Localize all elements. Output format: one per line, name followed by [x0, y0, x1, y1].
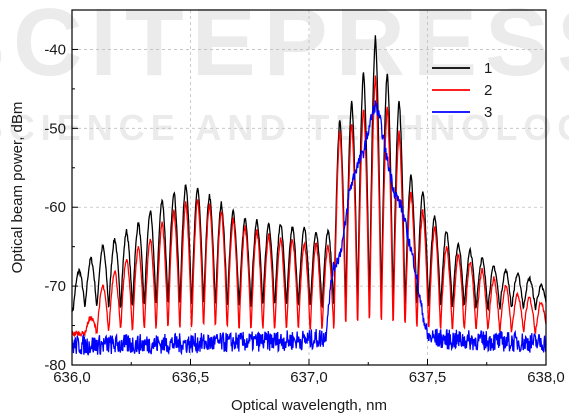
series-layer: [71, 35, 547, 356]
legend: 1 2 3: [432, 60, 492, 121]
y-axis-title: Optical beam power, dBm: [9, 102, 26, 274]
series-line-2: [71, 75, 547, 338]
y-tick-label: -80: [44, 357, 66, 374]
x-tick-label: 637,0: [290, 369, 328, 386]
x-tick-label: 638,0: [527, 369, 565, 386]
series-line-1: [71, 35, 547, 313]
tick-layer: 636,0 636,5 637,0 637,5 638,0 -80 -70 -60 -50 -40: [44, 41, 564, 386]
x-tick-label: 637,5: [409, 369, 447, 386]
x-tick-label: 636,5: [172, 369, 210, 386]
y-tick-label: -60: [44, 199, 66, 216]
x-axis-title: Optical wavelength, nm: [231, 397, 387, 414]
series-line-3: [71, 100, 547, 356]
y-tick-label: -40: [44, 41, 66, 58]
x-tick-label: 636,0: [53, 369, 91, 386]
legend-label-3: 3: [484, 104, 492, 121]
y-tick-label: -50: [44, 120, 66, 137]
y-tick-label: -70: [44, 278, 66, 295]
legend-label-1: 1: [484, 60, 492, 77]
watermark-logo-text: SCITEPRESS: [0, 0, 569, 96]
legend-label-2: 2: [484, 82, 492, 99]
